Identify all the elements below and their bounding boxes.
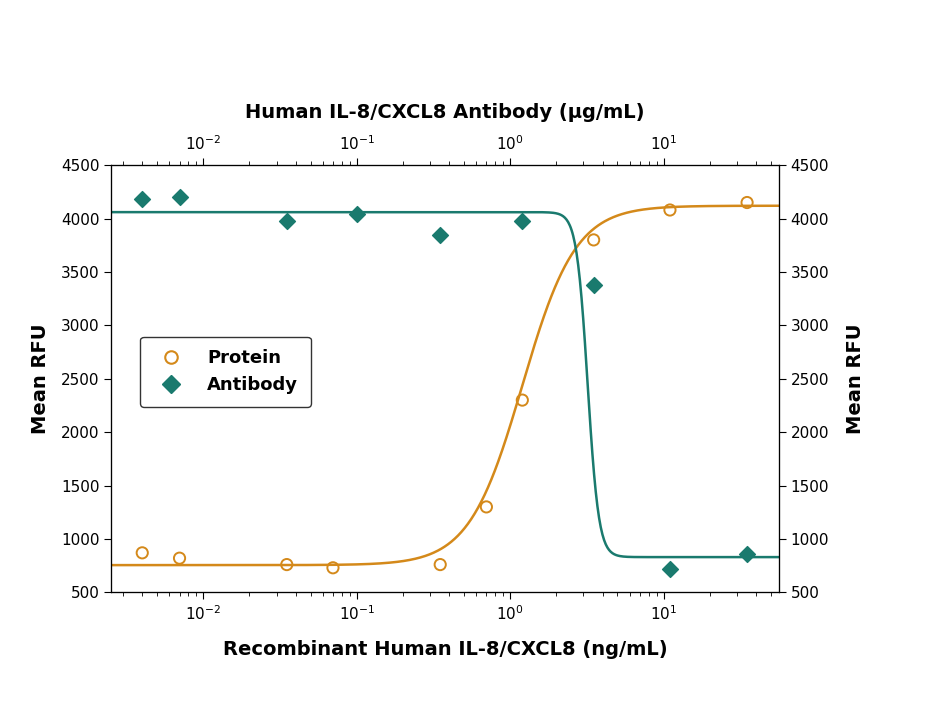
- Point: [134, 194, 149, 205]
- Y-axis label: Mean RFU: Mean RFU: [845, 324, 865, 434]
- Legend: Protein, Antibody: Protein, Antibody: [140, 337, 311, 407]
- Point: [663, 204, 678, 215]
- Point: [134, 547, 149, 559]
- Point: [325, 562, 340, 574]
- Point: [514, 394, 529, 406]
- Point: [586, 234, 601, 246]
- Point: [279, 215, 294, 226]
- Y-axis label: Mean RFU: Mean RFU: [31, 324, 50, 434]
- Point: [349, 208, 364, 220]
- Point: [586, 279, 601, 291]
- Point: [433, 559, 448, 570]
- Point: [740, 197, 755, 208]
- Point: [740, 548, 755, 559]
- X-axis label: Human IL-8/CXCL8 Antibody (μg/mL): Human IL-8/CXCL8 Antibody (μg/mL): [246, 103, 644, 122]
- Point: [172, 192, 187, 203]
- Point: [514, 215, 529, 226]
- Point: [433, 229, 448, 241]
- Point: [172, 552, 187, 564]
- Point: [479, 501, 494, 513]
- X-axis label: Recombinant Human IL-8/CXCL8 (ng/mL): Recombinant Human IL-8/CXCL8 (ng/mL): [222, 640, 667, 658]
- Point: [663, 563, 678, 574]
- Point: [279, 559, 294, 570]
